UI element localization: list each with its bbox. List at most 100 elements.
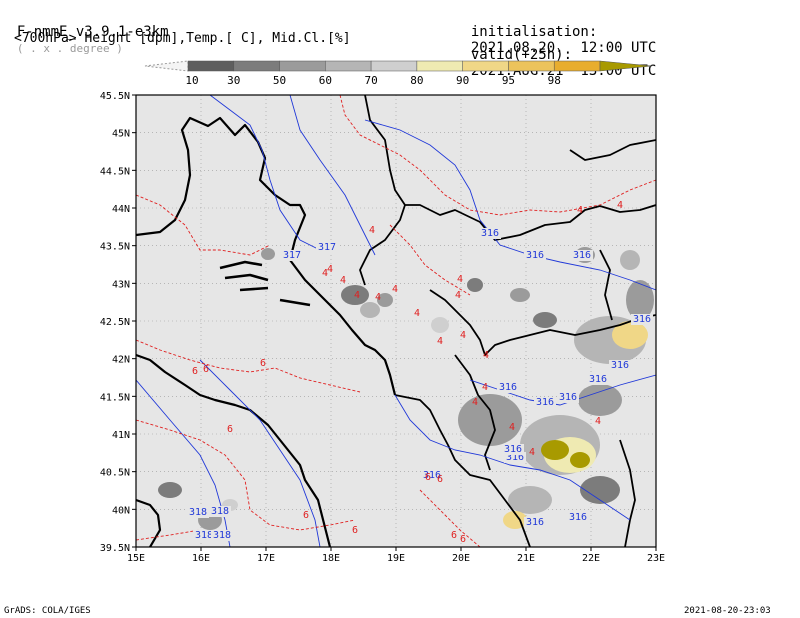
temp-label: 4: [340, 275, 346, 286]
colorbar-legend: 10 30 50 60 70 80 90 95 98: [144, 60, 653, 87]
temp-contour: [136, 339, 361, 393]
lat-label: 43N: [112, 279, 130, 290]
height-label-bg: [504, 452, 526, 463]
height-label-bg: [281, 250, 303, 261]
cloud-patch: [626, 280, 654, 320]
cloud-patch: [341, 285, 369, 305]
temp-label: 6: [460, 534, 466, 545]
lat-label: 44.5N: [100, 166, 130, 177]
valid-label: valid(+25h):: [470, 47, 573, 63]
lon-label: 20E: [452, 553, 470, 564]
border-albania: [454, 354, 496, 471]
units-note: ( . x . degree ): [16, 42, 123, 55]
height-label: 316: [506, 452, 524, 463]
model-name: F-nmmE_v3.9.1-e3km: [16, 24, 169, 40]
colorbar-tick-label: 10: [185, 74, 198, 87]
coastline-calabria: [136, 498, 162, 547]
lat-label: 45N: [112, 129, 130, 140]
cloud-patch: [541, 440, 569, 460]
init-label: initialisation:: [470, 24, 598, 40]
height-label-bg: [557, 392, 579, 403]
temp-label: 6: [437, 474, 443, 485]
height-label-bg: [502, 444, 524, 455]
cloud-patch: [510, 288, 530, 302]
temp-label: 6: [203, 364, 209, 375]
height-label-bg: [587, 374, 609, 385]
footer-credit: GrADS: COLA/IGES: [4, 606, 91, 616]
height-label: 316: [504, 444, 522, 455]
cloud-patch: [533, 312, 557, 328]
coastline-south: [394, 394, 531, 547]
temp-label: 4: [322, 268, 328, 279]
footer-timestamp: 2021-08-20-23:03: [684, 606, 771, 616]
coastline-aegean: [619, 439, 636, 547]
temp-label: 4: [509, 422, 515, 433]
height-label-bg: [479, 228, 501, 239]
height-label: 317: [318, 242, 336, 253]
init-value: 2021.08.20. 12:00 UTC: [470, 40, 657, 56]
lon-label: 21E: [517, 553, 535, 564]
colorbar-tick-label: 80: [410, 74, 423, 87]
temp-label: 6: [425, 472, 431, 483]
height-label: 316: [573, 250, 591, 261]
lon-label: 22E: [582, 553, 600, 564]
height-label: 316: [526, 250, 544, 261]
height-contour: [136, 379, 231, 547]
height-label: 316: [423, 470, 441, 481]
cloud-patch: [377, 293, 393, 307]
height-label-bg: [567, 512, 589, 523]
temp-label: 4: [455, 290, 461, 301]
cloud-patch: [431, 317, 449, 333]
temp-label: 4: [354, 290, 360, 301]
height-label-bg: [193, 530, 215, 541]
colorbar-tick-label: 70: [364, 74, 377, 87]
temp-label: 4: [577, 205, 583, 216]
colorbar-tick-label: 30: [227, 74, 240, 87]
temp-label: 4: [482, 382, 488, 393]
temp-label: 4: [483, 350, 489, 361]
lat-label: 40N: [112, 505, 130, 516]
colorbar-tick-label: 60: [319, 74, 332, 87]
cloud-patch: [467, 278, 483, 292]
border-bulgaria: [599, 249, 613, 321]
temp-label: 6: [352, 525, 358, 536]
temp-label: 6: [227, 424, 233, 435]
temp-label: 4: [437, 336, 443, 347]
height-label-bg: [497, 382, 519, 393]
init-time: initialisation: 2021.08.20. 12:00 UTC: [454, 8, 656, 56]
height-label: 316: [481, 228, 499, 239]
temp-label: 6: [303, 510, 309, 521]
height-label-bg: [209, 506, 231, 517]
height-contour: [209, 95, 321, 251]
temp-label: 4: [460, 330, 466, 341]
temp-contour: [339, 95, 656, 216]
temp-label: 4: [327, 264, 333, 275]
height-label-bg: [187, 507, 209, 518]
lon-label: 18E: [322, 553, 340, 564]
temp-contour: [136, 194, 271, 256]
lat-label: 41N: [112, 430, 130, 441]
lat-label: 45.5N: [100, 91, 130, 102]
coastline-main: [136, 116, 397, 396]
height-label: 316: [499, 382, 517, 393]
height-label-bg: [316, 242, 338, 253]
height-label-bg: [631, 314, 653, 325]
height-label: 316: [569, 512, 587, 523]
border-north: [364, 95, 656, 241]
colorbar-tick-label: 95: [502, 74, 515, 87]
height-label: 316: [536, 397, 554, 408]
height-label: 318: [211, 506, 229, 517]
lat-label: 44N: [112, 204, 130, 215]
height-label-bg: [534, 397, 556, 408]
border-romania: [569, 139, 656, 161]
lon-label: 15E: [127, 553, 145, 564]
height-label-bg: [524, 517, 546, 528]
height-label-bg: [609, 360, 631, 371]
temp-label: 4: [457, 274, 463, 285]
height-label: 316: [633, 314, 651, 325]
lat-label: 39.5N: [100, 543, 130, 554]
temp-label: 6: [192, 366, 198, 377]
dalmatian-islands: [219, 260, 311, 307]
